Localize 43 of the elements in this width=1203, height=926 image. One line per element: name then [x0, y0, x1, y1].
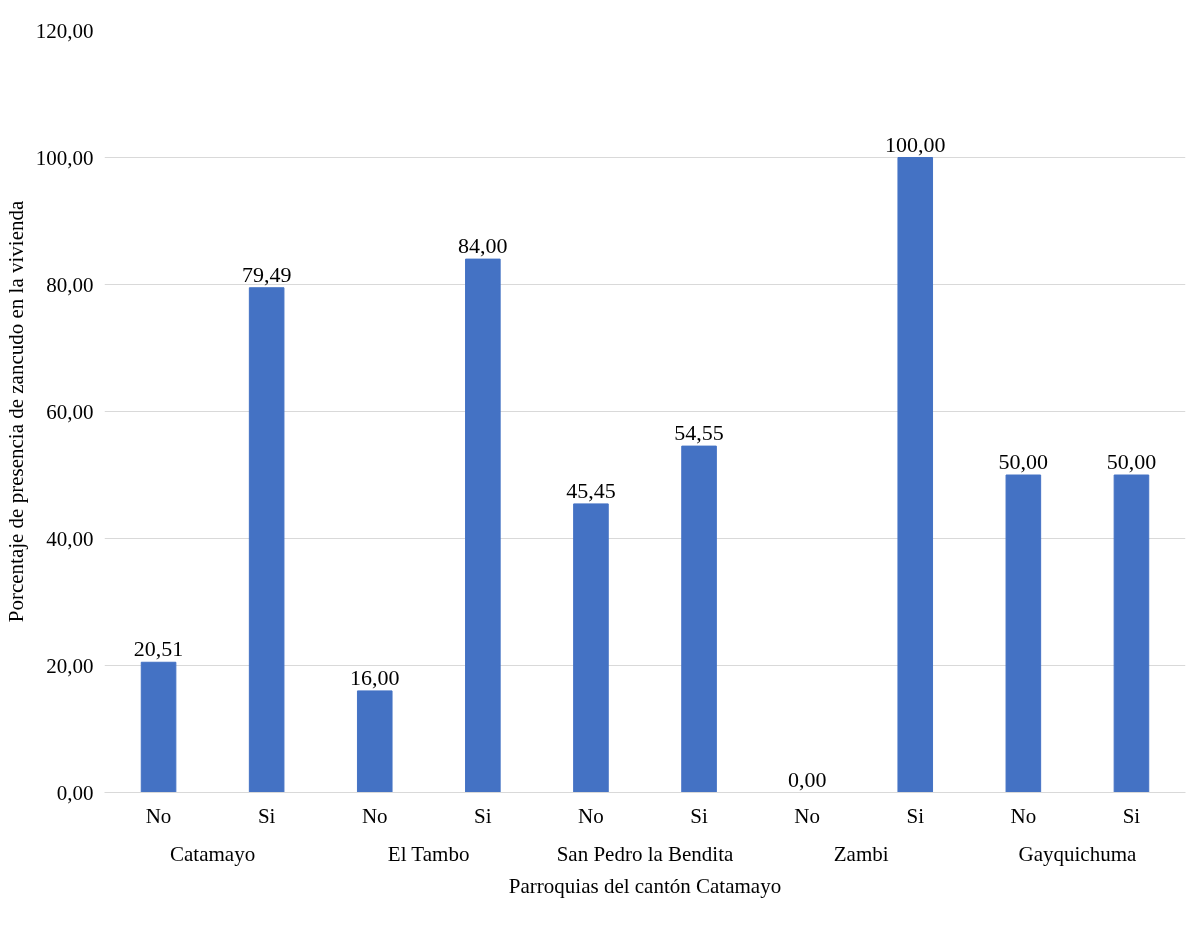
data-label: 20,51: [133, 636, 184, 662]
bar: [897, 157, 934, 793]
text: San Pedro la Bendita: [556, 841, 735, 866]
data-label: 79,49: [241, 261, 292, 287]
bar: [465, 258, 501, 793]
bar: [573, 503, 609, 793]
y-tick-label: 0,00: [56, 780, 94, 805]
data-label: 45,45: [566, 477, 616, 503]
text: Catamayo: [170, 841, 256, 866]
x-tick-label: Si: [257, 803, 276, 828]
data-label: 50,00: [998, 449, 1049, 474]
y-tick-label: 20,00: [46, 653, 94, 678]
y-axis-title: Porcentaje de presencia de zancudo en la vivienda: [3, 200, 28, 623]
bar: [140, 661, 177, 793]
y-tick-label: 100,00: [35, 145, 94, 170]
data-label: 100,00: [885, 131, 946, 157]
bar: [1005, 474, 1042, 793]
text: Gayquichuma: [1018, 841, 1137, 866]
x-tick-label: Si: [1122, 803, 1141, 828]
data-label: 84,00: [458, 233, 508, 259]
bar: [681, 445, 717, 793]
data-label: 54,55: [674, 420, 724, 446]
text: Zambi: [833, 841, 889, 866]
bar: [356, 690, 393, 793]
x-tick-label: No: [794, 803, 820, 828]
x-tick-label: No: [578, 803, 604, 828]
x-tick-label: No: [361, 803, 388, 828]
x-tick-label: No: [1010, 803, 1037, 828]
y-tick-label: 60,00: [46, 399, 94, 424]
data-label: 0,00: [787, 766, 827, 792]
x-tick-label: Si: [474, 803, 492, 828]
y-tick-label: 40,00: [46, 526, 94, 551]
bar: [248, 287, 285, 793]
x-axis-title: Parroquias del cantón Catamayo: [508, 873, 782, 898]
data-label: 50,00: [1106, 449, 1157, 474]
data-label: 16,00: [350, 664, 400, 690]
y-tick-label: 80,00: [46, 272, 94, 297]
x-tick-label: No: [145, 803, 172, 828]
x-tick-label: Si: [690, 803, 708, 828]
bar: [1113, 474, 1150, 793]
text: El Tambo: [387, 841, 470, 866]
x-tick-label: Si: [906, 803, 925, 828]
y-tick-label: 120,00: [35, 18, 94, 43]
